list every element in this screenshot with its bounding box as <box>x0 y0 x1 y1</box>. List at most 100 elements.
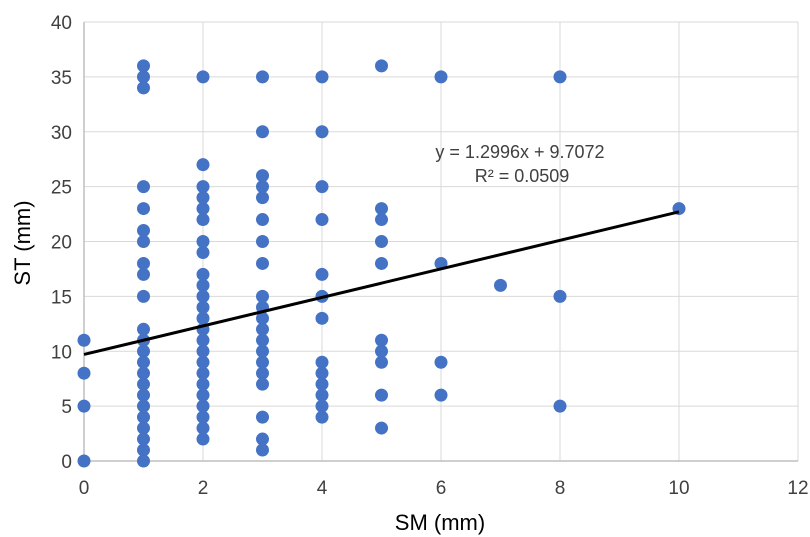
data-point <box>137 421 150 435</box>
trendline-r-squared: R² = 0.0509 <box>475 166 570 186</box>
data-point <box>137 432 150 446</box>
data-point <box>137 355 150 369</box>
axes <box>83 22 798 462</box>
y-tick-labels: 0 5 10 15 20 25 30 35 40 <box>51 13 72 473</box>
data-point <box>375 235 388 248</box>
data-point <box>256 235 269 248</box>
y-tick-label: 25 <box>51 178 72 199</box>
data-point <box>137 224 150 238</box>
data-point <box>196 70 210 84</box>
data-points <box>77 59 686 468</box>
data-point <box>137 399 150 413</box>
data-point <box>196 213 210 227</box>
data-point <box>196 355 210 369</box>
data-point <box>196 366 210 380</box>
data-point <box>256 256 269 270</box>
data-point <box>137 267 150 281</box>
data-point <box>137 235 150 248</box>
data-point <box>315 410 329 424</box>
data-point <box>256 377 269 391</box>
data-point <box>315 213 329 227</box>
data-point <box>196 235 210 248</box>
data-point <box>315 70 329 84</box>
data-point <box>196 399 210 413</box>
y-tick-label: 35 <box>51 68 72 89</box>
data-point <box>375 59 388 73</box>
data-point <box>196 278 210 292</box>
y-tick-label: 15 <box>51 287 72 308</box>
data-point <box>553 289 567 303</box>
data-point <box>137 180 150 194</box>
data-point <box>375 202 388 216</box>
data-point <box>196 377 210 391</box>
data-point <box>256 289 269 303</box>
data-point <box>553 70 567 84</box>
data-point <box>196 333 210 347</box>
data-point <box>256 125 269 139</box>
data-point <box>196 191 210 205</box>
x-tick-label: 4 <box>317 478 328 499</box>
data-point <box>196 421 210 435</box>
data-point <box>137 443 150 457</box>
data-point <box>315 366 329 380</box>
data-point <box>256 213 269 227</box>
y-tick-label: 20 <box>51 233 72 254</box>
data-point <box>256 432 269 446</box>
data-point <box>77 399 91 413</box>
data-point <box>137 410 150 424</box>
data-point <box>137 366 150 380</box>
x-tick-label: 2 <box>198 478 209 499</box>
data-point <box>196 180 210 194</box>
data-point <box>256 70 269 84</box>
data-point <box>553 399 567 413</box>
data-point <box>196 388 210 402</box>
data-point <box>256 410 269 424</box>
data-point <box>494 278 507 292</box>
data-point <box>256 191 269 205</box>
data-point <box>315 125 329 139</box>
data-point <box>315 399 329 413</box>
data-point <box>77 454 91 468</box>
data-point <box>434 70 448 84</box>
x-axis-title: SM (mm) <box>395 510 485 535</box>
data-point <box>137 388 150 402</box>
data-point <box>77 333 91 347</box>
x-tick-label: 12 <box>787 478 808 499</box>
data-point <box>256 333 269 347</box>
data-point <box>196 410 210 424</box>
trendline-equation: y = 1.2996x + 9.7072 <box>435 142 604 162</box>
data-point <box>315 267 329 281</box>
data-point <box>196 267 210 281</box>
data-point <box>375 333 388 347</box>
y-axis-title: ST (mm) <box>10 200 35 285</box>
data-point <box>137 289 150 303</box>
data-point <box>375 355 388 369</box>
x-tick-label: 8 <box>555 478 566 499</box>
data-point <box>137 59 150 73</box>
data-point <box>256 169 269 183</box>
data-point <box>256 344 269 358</box>
data-point <box>196 344 210 358</box>
data-point <box>77 366 91 380</box>
data-point <box>137 344 150 358</box>
data-point <box>256 443 269 457</box>
y-tick-label: 10 <box>51 342 72 363</box>
data-point <box>137 81 150 95</box>
data-point <box>137 322 150 336</box>
data-point <box>375 256 388 270</box>
data-point <box>256 180 269 194</box>
data-point <box>196 311 210 325</box>
data-point <box>137 202 150 216</box>
data-point <box>137 70 150 84</box>
data-point <box>196 432 210 446</box>
x-tick-label: 6 <box>436 478 447 499</box>
data-point <box>256 311 269 325</box>
data-point <box>315 180 329 194</box>
data-point <box>315 377 329 391</box>
x-tick-labels: 0 2 4 6 8 10 12 <box>79 478 809 499</box>
data-point <box>256 366 269 380</box>
y-tick-label: 0 <box>61 452 72 473</box>
data-point <box>375 388 388 402</box>
data-point <box>196 202 210 216</box>
data-point <box>196 300 210 314</box>
